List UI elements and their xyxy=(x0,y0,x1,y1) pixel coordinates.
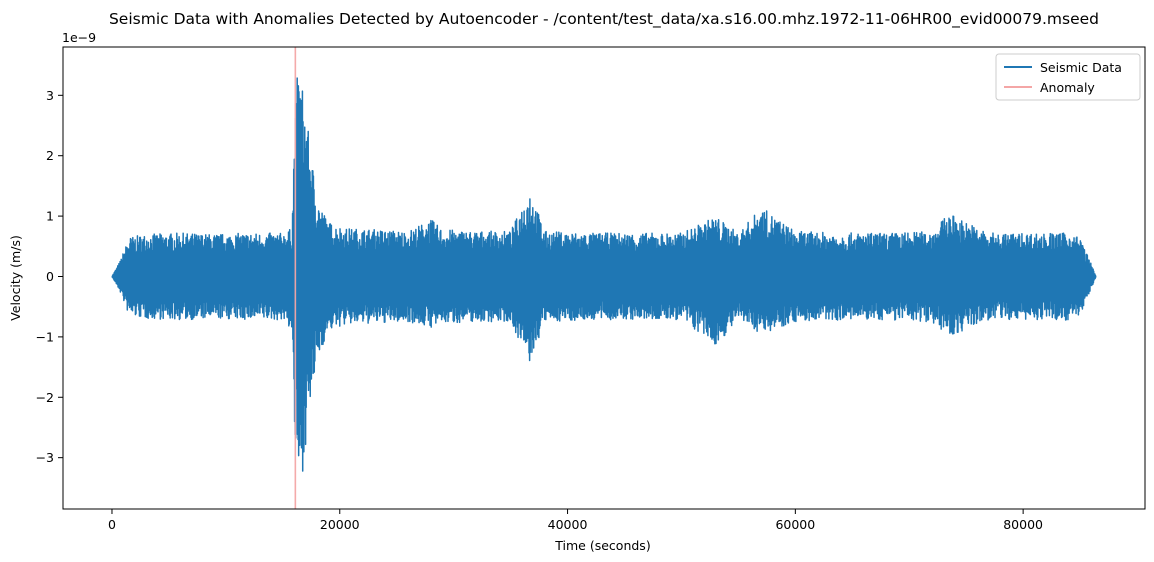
y-axis-label: Velocity (m/s) xyxy=(8,235,23,321)
y-tick-label: −2 xyxy=(36,390,54,405)
y-tick-label: 1 xyxy=(46,209,54,224)
legend-anomaly-label: Anomaly xyxy=(1040,80,1095,95)
x-tick-label: 20000 xyxy=(320,517,360,532)
y-axis-ticks: −3 −2 −1 0 1 2 3 xyxy=(36,88,63,465)
plot-area xyxy=(62,46,1146,510)
x-axis-label: Time (seconds) xyxy=(554,538,650,553)
y-tick-label: 2 xyxy=(46,148,54,163)
x-tick-label: 0 xyxy=(108,517,116,532)
x-tick-label: 60000 xyxy=(775,517,815,532)
y-tick-label: 0 xyxy=(46,269,54,284)
y-tick-label: 3 xyxy=(46,88,54,103)
legend-box xyxy=(995,53,1141,101)
legend-seismic-label: Seismic Data xyxy=(1040,60,1122,75)
x-tick-label: 40000 xyxy=(548,517,588,532)
chart-title: Seismic Data with Anomalies Detected by … xyxy=(109,10,1099,29)
x-axis-ticks: 0 20000 40000 60000 80000 xyxy=(108,509,1043,532)
legend: Seismic Data Anomaly xyxy=(995,53,1141,101)
y-tick-label: −3 xyxy=(36,450,54,465)
y-axis-offset-label: 1e−9 xyxy=(62,30,96,45)
y-tick-label: −1 xyxy=(36,329,54,344)
axes-frame xyxy=(62,46,1146,510)
x-tick-label: 80000 xyxy=(1003,517,1043,532)
series-seismic-data-trace xyxy=(111,77,1097,472)
